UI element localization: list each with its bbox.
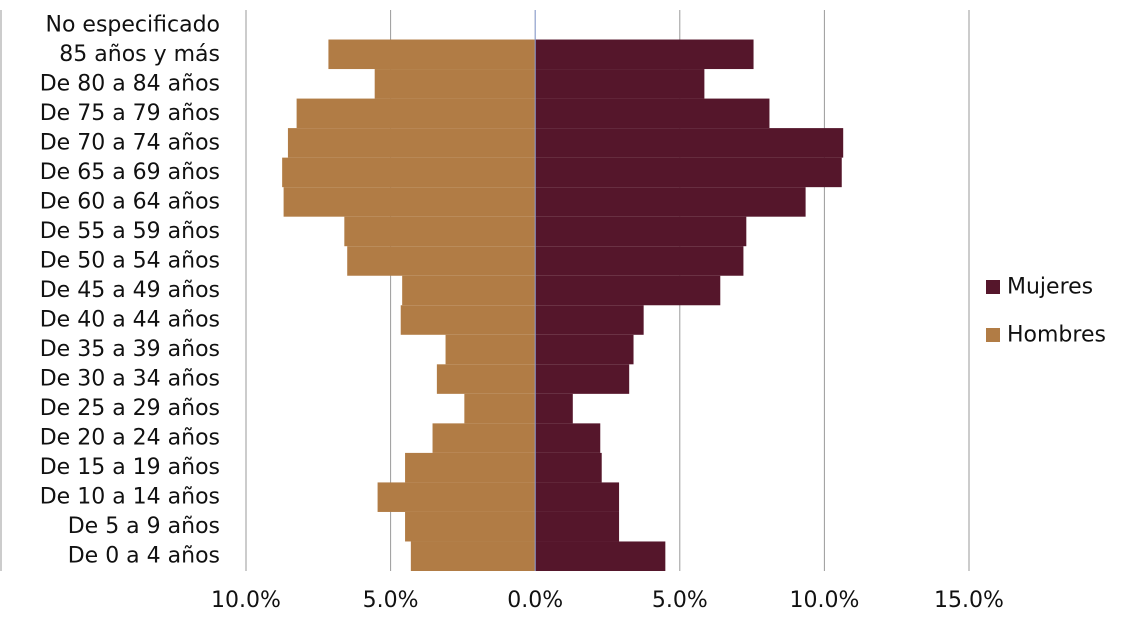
bar-hombres (282, 157, 536, 188)
bar-mujeres (535, 482, 620, 512)
category-label: De 30 a 34 años (40, 367, 220, 392)
bar-hombres (296, 98, 536, 129)
x-tick-label: 5.0% (652, 588, 708, 613)
bar-mujeres (535, 364, 630, 394)
category-label: De 50 a 54 años (40, 248, 220, 273)
bar-mujeres (535, 69, 705, 99)
bar-mujeres (535, 452, 602, 483)
legend-label: Mujeres (1007, 275, 1093, 300)
x-tick-label: 10.0% (211, 588, 281, 613)
bars (282, 10, 844, 571)
category-label: De 60 a 64 años (40, 189, 220, 214)
bar-hombres (410, 541, 536, 571)
category-label: De 10 a 14 años (40, 485, 220, 510)
category-label: De 75 a 79 años (40, 101, 220, 126)
bar-mujeres (535, 275, 721, 306)
category-label: De 55 a 59 años (40, 219, 220, 244)
bar-mujeres (535, 128, 844, 158)
bar-mujeres (535, 393, 573, 424)
x-tick-label: 15.0% (934, 588, 1004, 613)
bar-hombres (344, 216, 536, 247)
category-label: De 70 a 74 años (40, 130, 220, 155)
bar-mujeres (535, 157, 842, 188)
category-label: De 40 a 44 años (40, 308, 220, 333)
bar-hombres (445, 334, 536, 365)
bar-hombres (436, 364, 536, 394)
bar-mujeres (535, 305, 644, 335)
bar-mujeres (535, 39, 754, 70)
bar-hombres (405, 511, 536, 542)
legend-swatch (986, 328, 1000, 342)
category-label: De 35 a 39 años (40, 337, 220, 362)
bar-hombres (432, 423, 536, 453)
x-tick-labels: 10.0% 5.0% 0.0% 5.0% 10.0% 15.0% (211, 588, 1004, 613)
category-label: De 20 a 24 años (40, 426, 220, 451)
bar-hombres (405, 452, 536, 483)
x-tick-label: 10.0% (789, 588, 859, 613)
category-label: De 5 a 9 años (68, 514, 220, 539)
category-label: De 15 a 19 años (40, 455, 220, 480)
bar-mujeres (535, 187, 806, 217)
bar-hombres (374, 69, 536, 99)
bar-mujeres (535, 541, 666, 571)
bar-mujeres (535, 246, 744, 276)
legend-label: Hombres (1007, 323, 1106, 348)
category-label: De 65 a 69 años (40, 160, 220, 185)
bar-mujeres (535, 423, 601, 453)
category-label: De 0 a 4 años (68, 544, 220, 569)
bar-hombres (400, 305, 536, 335)
legend-swatch (986, 280, 1000, 294)
bar-hombres (287, 128, 536, 158)
category-label: De 80 a 84 años (40, 71, 220, 96)
bar-mujeres (535, 511, 620, 542)
x-tick-label: 5.0% (363, 588, 419, 613)
bar-hombres (283, 187, 536, 217)
category-label: 85 años y más (59, 42, 220, 67)
bar-hombres (402, 275, 536, 306)
bar-hombres (377, 482, 536, 512)
bar-hombres (328, 39, 536, 70)
bar-hombres (347, 246, 536, 276)
category-label: De 25 a 29 años (40, 396, 220, 421)
x-tick-label: 0.0% (507, 588, 563, 613)
category-labels: De 0 a 4 años De 5 a 9 años De 10 a 14 año… (40, 12, 220, 568)
bar-mujeres (535, 216, 747, 247)
bar-hombres (464, 393, 536, 424)
legend: Mujeres Hombres (986, 275, 1106, 348)
category-label: De 45 a 49 años (40, 278, 220, 303)
bar-mujeres (535, 334, 634, 365)
bar-mujeres (535, 98, 770, 129)
category-label: No especificado (46, 12, 220, 37)
